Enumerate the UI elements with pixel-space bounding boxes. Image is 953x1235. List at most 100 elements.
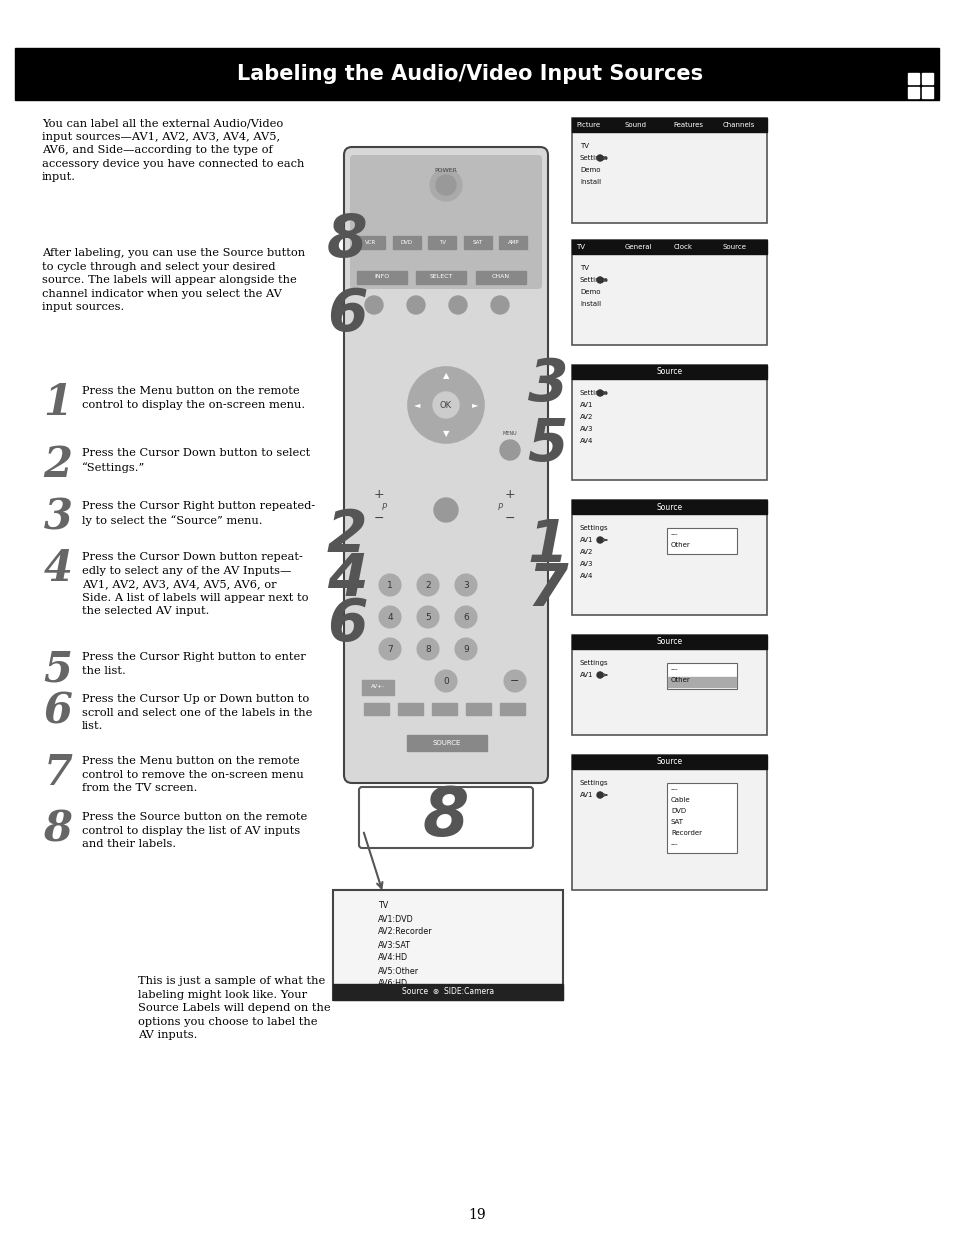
- Circle shape: [597, 156, 602, 161]
- Text: AV4:HD: AV4:HD: [377, 953, 408, 962]
- Bar: [361, 680, 394, 695]
- Text: Press the Menu button on the remote
control to display the on-screen menu.: Press the Menu button on the remote cont…: [82, 387, 305, 410]
- Text: −: −: [510, 676, 519, 685]
- Text: Other: Other: [670, 542, 690, 548]
- Circle shape: [416, 606, 438, 629]
- Bar: [416, 270, 466, 284]
- Text: Settings: Settings: [579, 277, 608, 283]
- Bar: [572, 119, 766, 224]
- Text: Source: Source: [656, 757, 681, 767]
- Text: 2: 2: [326, 506, 367, 563]
- Text: Press the Cursor Up or Down button to
scroll and select one of the labels in the: Press the Cursor Up or Down button to sc…: [82, 694, 312, 731]
- Text: 19: 19: [468, 1208, 485, 1221]
- Text: Sound: Sound: [624, 122, 646, 128]
- Text: Demo: Demo: [579, 167, 599, 173]
- Circle shape: [378, 574, 400, 597]
- Bar: [397, 703, 422, 715]
- Text: Source: Source: [656, 368, 681, 377]
- Text: 3: 3: [527, 357, 568, 414]
- Circle shape: [491, 296, 509, 314]
- Text: Clock: Clock: [673, 245, 692, 249]
- Text: AV3:SAT: AV3:SAT: [377, 941, 411, 950]
- Text: Press the Source button on the remote
control to display the list of AV inputs
a: Press the Source button on the remote co…: [82, 811, 307, 850]
- Text: Settings: Settings: [579, 781, 608, 785]
- Bar: [907, 73, 918, 84]
- Text: OK: OK: [439, 400, 452, 410]
- Text: 5: 5: [425, 613, 431, 621]
- Text: SAT: SAT: [472, 240, 482, 245]
- Text: Press the Cursor Down button repeat-
edly to select any of the AV Inputs—
AV1, A: Press the Cursor Down button repeat- edl…: [82, 552, 308, 616]
- Circle shape: [503, 671, 525, 692]
- Text: Demo: Demo: [579, 289, 599, 295]
- Text: ---: ---: [670, 531, 678, 537]
- Text: 2: 2: [44, 445, 72, 487]
- Text: 7: 7: [44, 752, 72, 794]
- Circle shape: [436, 175, 456, 195]
- Text: This is just a sample of what the
labeling might look like. Your
Source Labels w: This is just a sample of what the labeli…: [138, 976, 331, 1040]
- Text: Labeling the Audio/Video Input Sources: Labeling the Audio/Video Input Sources: [236, 64, 702, 84]
- Bar: [907, 86, 918, 98]
- Circle shape: [597, 537, 602, 543]
- Circle shape: [499, 440, 519, 459]
- Text: 3: 3: [462, 580, 468, 589]
- Text: CHAN: CHAN: [491, 274, 509, 279]
- Bar: [465, 703, 491, 715]
- Bar: [572, 366, 766, 379]
- Text: ◄: ◄: [414, 400, 420, 410]
- Bar: [572, 635, 766, 735]
- Text: ---: ---: [670, 841, 678, 847]
- Bar: [572, 500, 766, 615]
- Text: Install: Install: [579, 301, 600, 308]
- Bar: [432, 703, 456, 715]
- Text: SAT: SAT: [670, 819, 683, 825]
- Text: TV: TV: [377, 902, 388, 910]
- Bar: [333, 890, 562, 1000]
- Text: Settings: Settings: [579, 659, 608, 666]
- Bar: [572, 755, 766, 890]
- Bar: [364, 703, 389, 715]
- Text: Settings: Settings: [579, 390, 608, 396]
- Bar: [333, 984, 562, 1000]
- Text: TV: TV: [579, 143, 588, 149]
- Text: 6: 6: [462, 613, 468, 621]
- Bar: [15, 48, 938, 100]
- Bar: [666, 783, 737, 853]
- Text: Press the Cursor Down button to select
“Settings.”: Press the Cursor Down button to select “…: [82, 448, 310, 473]
- Text: 1: 1: [527, 516, 568, 573]
- Bar: [666, 529, 737, 555]
- Text: Features: Features: [673, 122, 702, 128]
- Text: 0: 0: [442, 677, 449, 685]
- Text: AV2:Recorder: AV2:Recorder: [377, 927, 432, 936]
- Bar: [499, 703, 524, 715]
- Bar: [463, 236, 492, 249]
- Text: DVD: DVD: [400, 240, 413, 245]
- Text: 6: 6: [326, 597, 367, 653]
- Text: 7: 7: [527, 562, 568, 619]
- Circle shape: [455, 638, 476, 659]
- Text: +: +: [504, 488, 515, 501]
- Text: −: −: [374, 513, 384, 525]
- Bar: [476, 270, 525, 284]
- Text: 5: 5: [527, 416, 568, 473]
- Circle shape: [416, 574, 438, 597]
- Text: AV1: AV1: [579, 403, 593, 408]
- Text: AV1: AV1: [579, 792, 593, 798]
- Circle shape: [597, 672, 602, 678]
- Text: Press the Cursor Right button repeated-
ly to select the “Source” menu.: Press the Cursor Right button repeated- …: [82, 501, 314, 526]
- Text: Settings: Settings: [579, 525, 608, 531]
- Circle shape: [455, 606, 476, 629]
- Text: 1: 1: [44, 382, 72, 424]
- Text: AV2: AV2: [579, 414, 593, 420]
- Bar: [666, 663, 737, 689]
- Text: 8: 8: [326, 211, 367, 268]
- Text: ---: ---: [670, 666, 678, 672]
- Text: Press the Cursor Right button to enter
the list.: Press the Cursor Right button to enter t…: [82, 652, 305, 676]
- Text: 2: 2: [425, 580, 431, 589]
- Text: 8: 8: [44, 808, 72, 850]
- Text: 6: 6: [326, 287, 367, 343]
- Text: 6: 6: [44, 690, 72, 732]
- Circle shape: [416, 638, 438, 659]
- Text: 4: 4: [326, 552, 367, 609]
- Text: 9: 9: [462, 645, 468, 653]
- Text: AV5:Other: AV5:Other: [377, 967, 418, 976]
